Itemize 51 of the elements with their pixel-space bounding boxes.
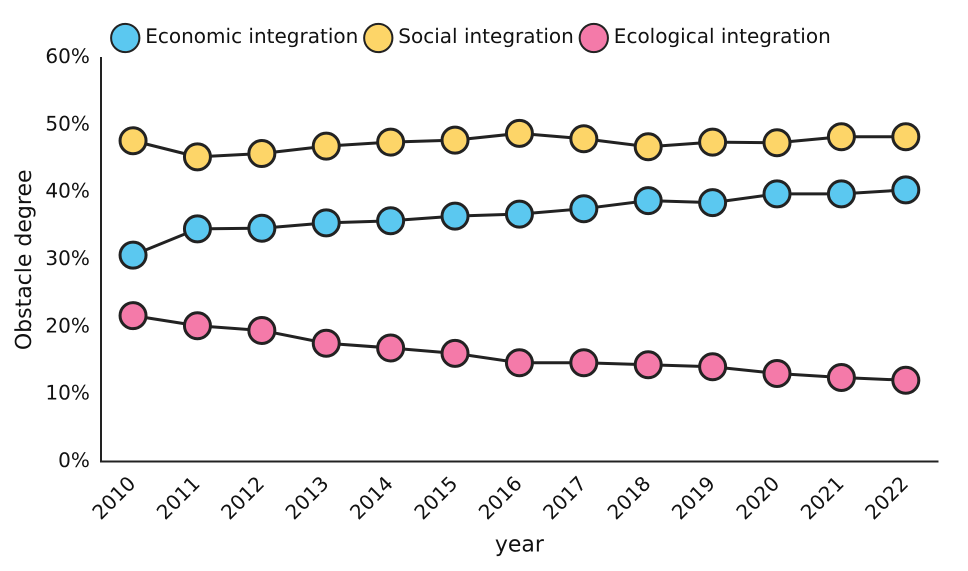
legend-label: Economic integration xyxy=(145,24,358,48)
point xyxy=(312,208,341,238)
point xyxy=(504,200,534,229)
point xyxy=(762,359,792,388)
point xyxy=(826,179,856,208)
point xyxy=(182,142,212,172)
legend-label: Social integration xyxy=(398,24,574,48)
point xyxy=(247,214,276,243)
point xyxy=(118,301,148,330)
x-axis-title: year xyxy=(494,532,545,558)
point xyxy=(634,132,663,162)
point xyxy=(569,124,598,154)
y-tick-label: 30% xyxy=(45,246,90,270)
point xyxy=(182,214,212,244)
point xyxy=(504,118,534,148)
point xyxy=(634,186,663,216)
y-tick-label: 60% xyxy=(45,44,90,68)
point xyxy=(698,128,728,157)
point xyxy=(698,352,728,382)
y-tick-label: 50% xyxy=(45,111,90,136)
y-tick-label: 20% xyxy=(45,313,90,338)
point xyxy=(247,316,276,345)
y-tick-label: 0% xyxy=(58,448,90,472)
point xyxy=(376,206,406,236)
point xyxy=(312,328,341,358)
point xyxy=(891,366,920,395)
point xyxy=(891,175,920,204)
point xyxy=(182,311,212,340)
point xyxy=(376,128,406,157)
point xyxy=(826,363,856,392)
point xyxy=(312,132,341,161)
point xyxy=(826,122,856,152)
point xyxy=(504,348,534,378)
y-axis-title: Obstacle degree xyxy=(12,169,37,350)
point xyxy=(698,188,728,218)
point xyxy=(118,240,148,270)
point xyxy=(762,179,792,208)
point xyxy=(569,348,598,378)
y-tick-label: 10% xyxy=(45,380,90,405)
y-tick-label: 40% xyxy=(45,178,90,203)
point xyxy=(376,333,406,362)
point xyxy=(440,202,470,231)
point xyxy=(569,194,598,224)
point xyxy=(891,122,920,152)
point xyxy=(440,338,470,368)
legend-label: Ecological integration xyxy=(614,24,831,48)
point xyxy=(247,139,276,168)
point xyxy=(118,126,148,156)
point xyxy=(634,350,663,380)
point xyxy=(440,126,470,155)
point xyxy=(762,128,792,158)
